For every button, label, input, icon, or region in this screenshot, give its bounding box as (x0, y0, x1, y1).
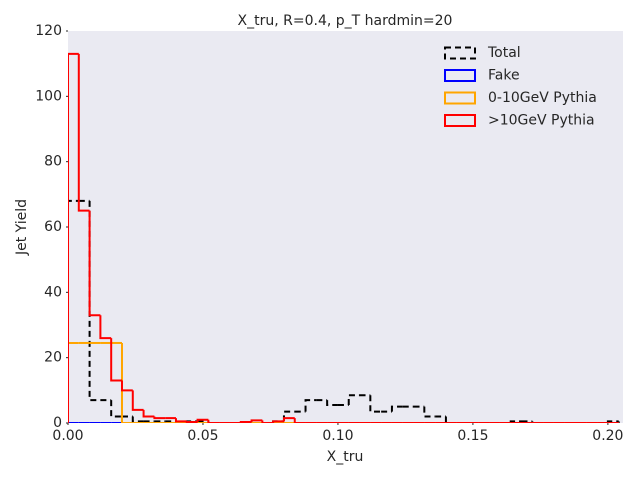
histogram-step (68, 341, 79, 423)
legend-swatch (444, 69, 476, 82)
legend-label: 0-10GeV Pythia (488, 90, 597, 106)
histogram-step (196, 418, 209, 423)
plot-area (68, 31, 623, 423)
legend-swatch (444, 114, 476, 127)
x-axis-label: X_tru (327, 449, 364, 465)
y-tick-label: 60 (44, 219, 62, 235)
histogram-step (261, 420, 274, 423)
histogram-step (174, 418, 187, 423)
y-tick-label: 40 (44, 284, 62, 300)
y-tick-label: 120 (35, 23, 62, 39)
histogram-step (326, 400, 338, 407)
histogram-step (68, 52, 79, 423)
x-tick-label: 0.05 (187, 428, 218, 444)
histogram-step (239, 421, 252, 423)
histogram-step (347, 394, 360, 406)
x-tick-label: 0.00 (52, 428, 83, 444)
histogram-step (77, 53, 90, 212)
histogram-step (185, 421, 198, 423)
y-tick-label: 20 (44, 350, 62, 366)
histogram-step (110, 400, 122, 418)
histogram-step (250, 419, 263, 423)
histogram-step (444, 416, 457, 423)
legend-swatch (444, 46, 476, 60)
histogram-step (88, 210, 101, 317)
x-tick-label: 0.15 (457, 428, 488, 444)
x-tick-label: 0.20 (592, 428, 623, 444)
y-axis-label: Jet Yield (14, 199, 30, 256)
histogram-step (272, 420, 284, 423)
plot (68, 52, 620, 423)
histogram-step (423, 406, 436, 418)
histogram-step (142, 409, 155, 418)
legend-label: Fake (488, 68, 520, 84)
histogram-step (120, 380, 133, 392)
y-tick-label: 100 (35, 88, 62, 104)
series (68, 341, 619, 423)
histogram-step (207, 419, 220, 423)
histogram-step (131, 390, 144, 411)
legend-swatch (444, 91, 476, 105)
histogram-step (531, 421, 544, 423)
series (68, 52, 619, 423)
histogram-step (131, 416, 144, 423)
histogram-step (110, 338, 122, 382)
legend-label: Total (487, 45, 521, 61)
chart-title: X_tru, R=0.4, p_T hardmin=20 (238, 13, 453, 29)
histogram-step (282, 417, 295, 422)
legend-label: >10GeV Pythia (488, 113, 595, 129)
histogram-step (369, 395, 382, 413)
histogram-step (304, 399, 317, 412)
x-tick-label: 0.10 (322, 428, 353, 444)
histogram-step (293, 418, 306, 423)
y-tick-label: 80 (44, 154, 62, 170)
histogram-step (153, 416, 166, 420)
y-tick-label: 0 (53, 415, 62, 431)
histogram-step (99, 315, 112, 340)
histogram-step (120, 342, 133, 423)
histogram-step (390, 405, 403, 412)
